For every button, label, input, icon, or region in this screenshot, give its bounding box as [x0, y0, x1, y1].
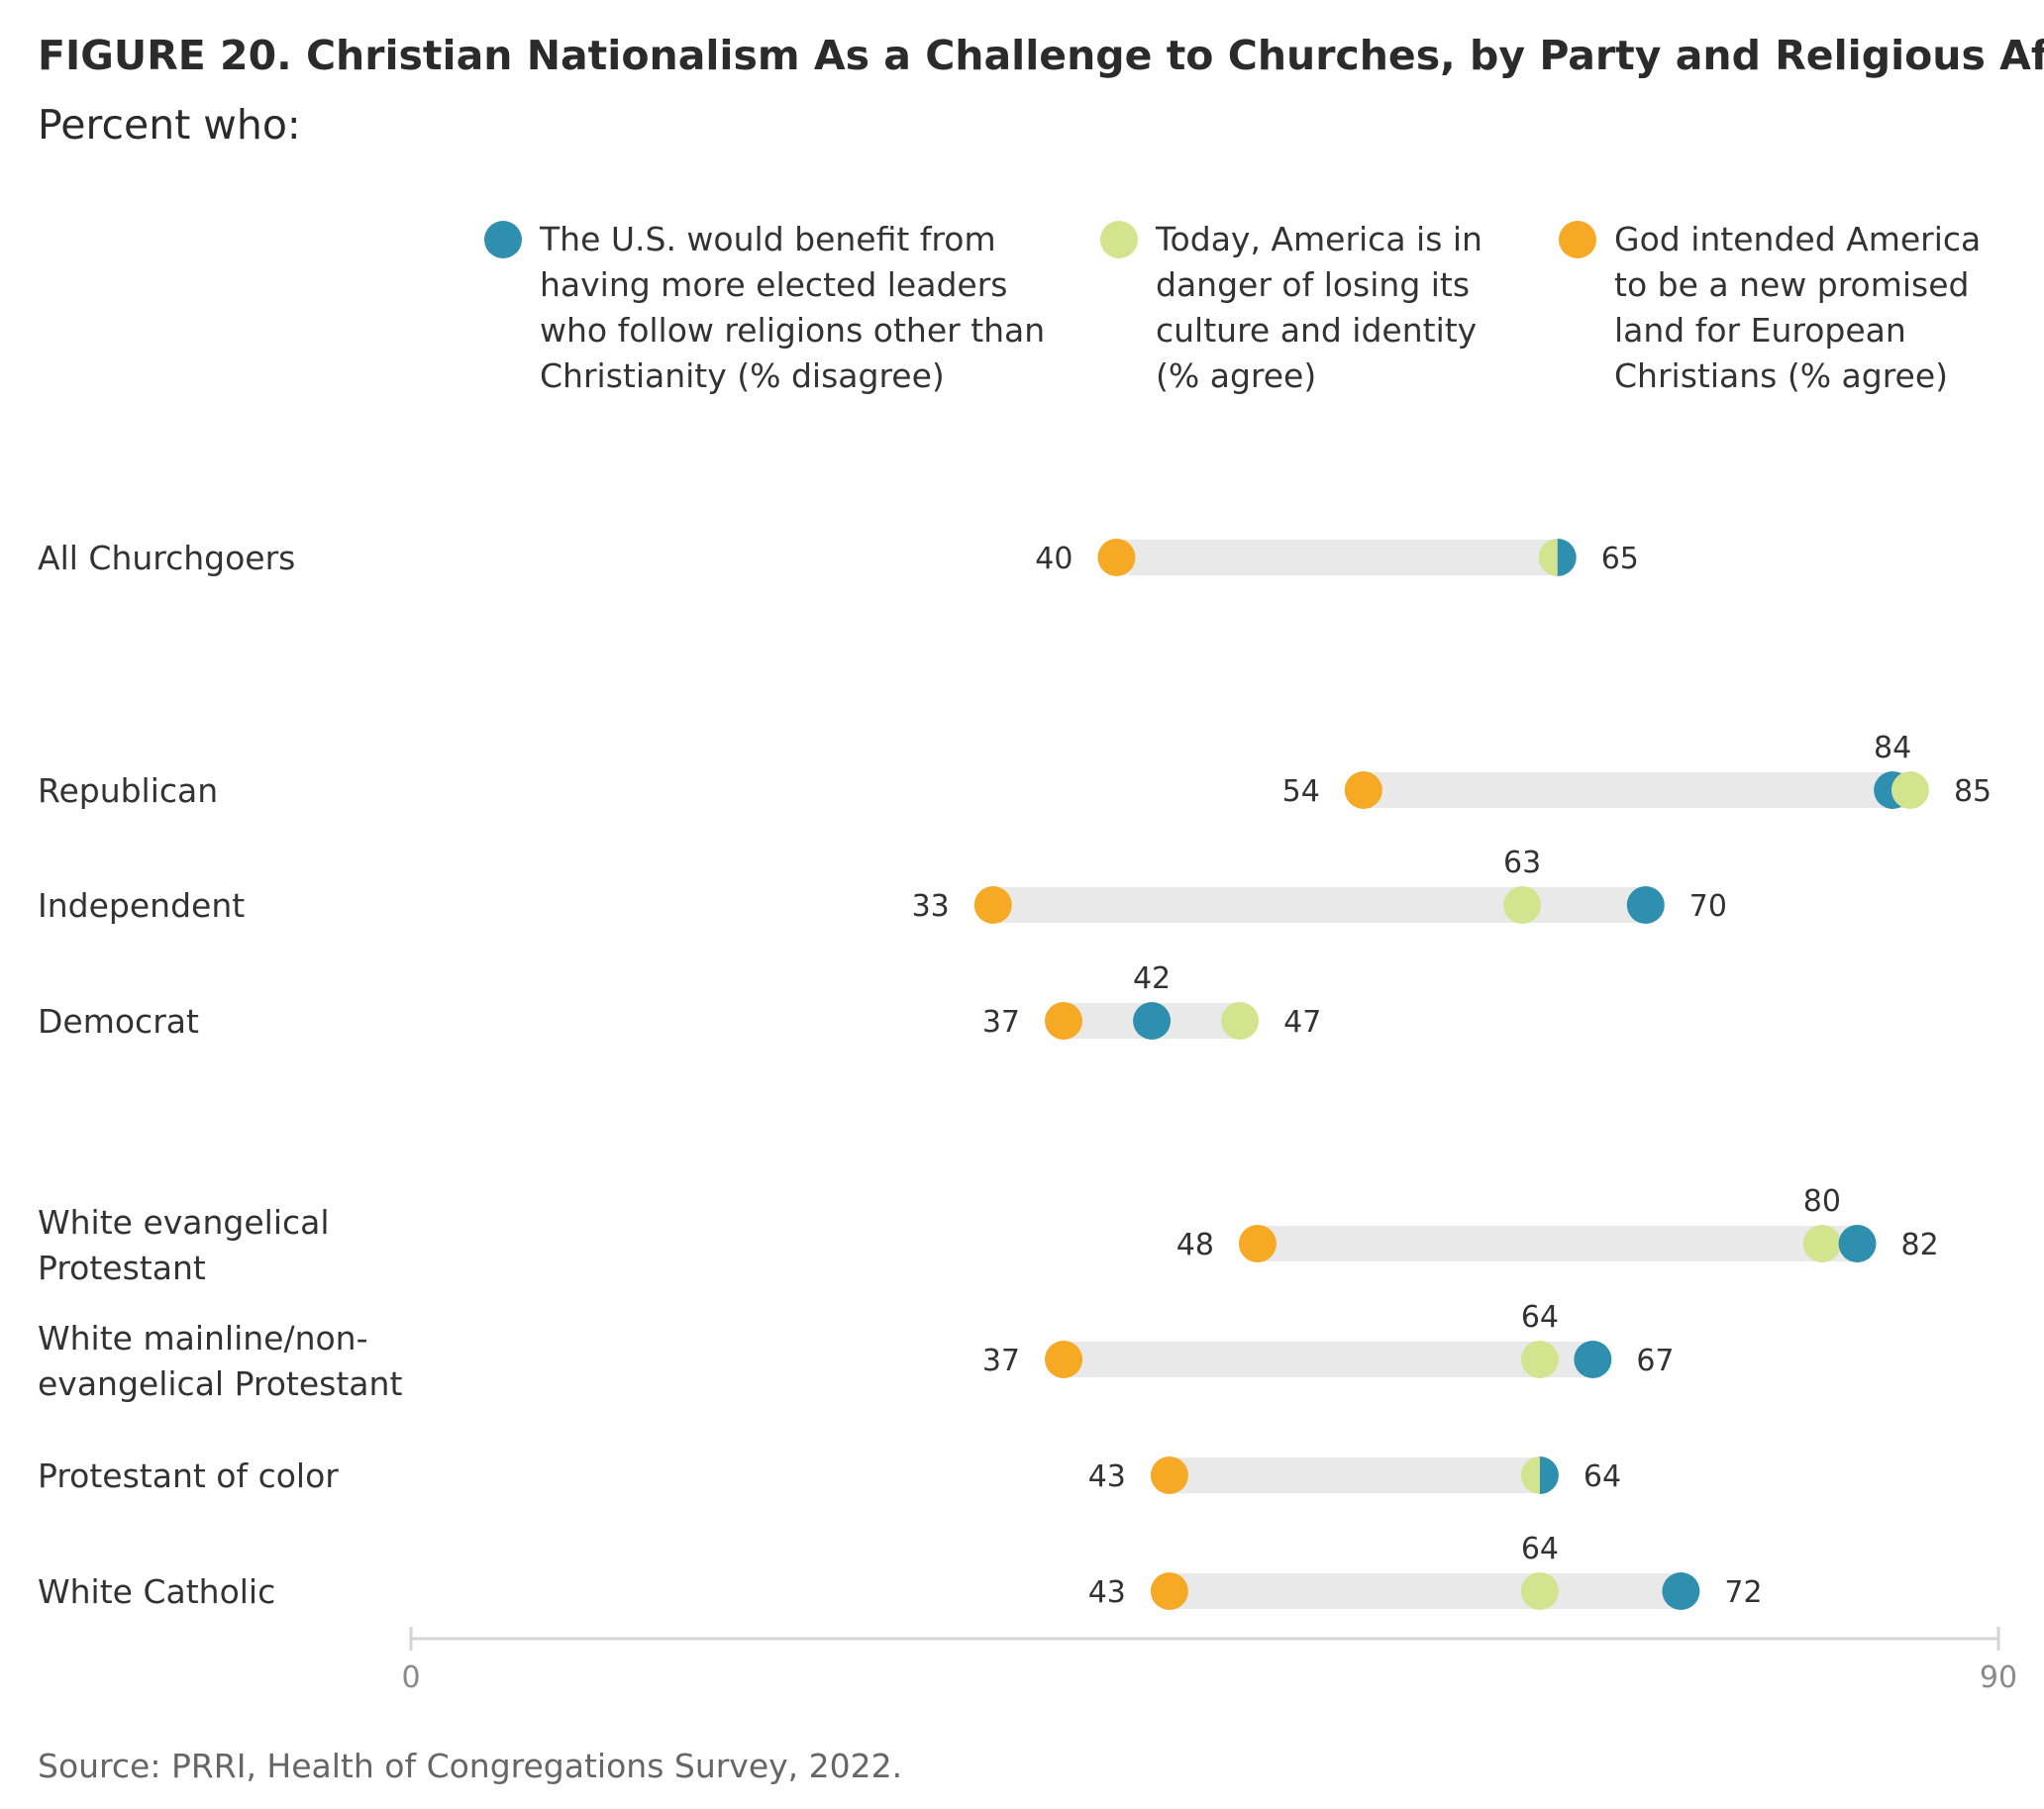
data-label: 64 — [1521, 1532, 1559, 1566]
dot-culture — [1802, 1225, 1841, 1262]
source-note: Source: PRRI, Health of Congregations Su… — [38, 1747, 902, 1785]
category-label: Republican — [38, 771, 218, 810]
dot-leaders — [1626, 886, 1665, 924]
dot-promised — [1045, 1341, 1083, 1378]
dot-promised — [973, 886, 1012, 924]
dot-promised — [1238, 1225, 1277, 1262]
legend-entry-leaders: The U.S. would benefit from having more e… — [539, 220, 1045, 395]
dot-leaders — [1662, 1572, 1700, 1610]
data-label: 47 — [1283, 1005, 1321, 1040]
dot-culture — [1221, 1002, 1260, 1040]
chart-title: FIGURE 20. Christian Nationalism As a Ch… — [38, 32, 2044, 79]
dot-culture — [1520, 1457, 1540, 1494]
data-label: 82 — [1901, 1228, 1939, 1262]
dot-culture — [1503, 886, 1542, 924]
chart-subtitle: Percent who: — [38, 101, 301, 149]
data-label: 65 — [1601, 542, 1639, 576]
category-label: Protestant of color — [38, 1457, 339, 1495]
data-label: 64 — [1521, 1300, 1559, 1335]
tick-label: 90 — [1980, 1660, 2017, 1695]
dot-culture — [1891, 771, 1929, 809]
data-label: 80 — [1803, 1184, 1841, 1219]
legend: The U.S. would benefit from having more e… — [484, 220, 1981, 395]
data-label: 70 — [1689, 889, 1727, 924]
data-label: 37 — [982, 1005, 1020, 1040]
dot-leaders — [1557, 539, 1577, 576]
plot-area: All Churchgoers 40 65 Republican 54 84 85 Indep… — [38, 539, 1992, 1611]
data-label: 72 — [1724, 1575, 1762, 1610]
data-label: 42 — [1133, 961, 1171, 996]
dot-leaders — [1133, 1002, 1172, 1040]
row-6: Protestant of color 43 64 — [38, 1457, 1621, 1495]
dot-promised — [1344, 771, 1382, 809]
row-3: Democrat 37 42 47 — [38, 961, 1321, 1041]
range-bar — [1169, 1573, 1682, 1609]
dot-promised — [1097, 539, 1136, 576]
category-label: White mainline/non-evangelical Protestan… — [38, 1319, 402, 1403]
legend-entry-culture: Today, America is in danger of losing its… — [1155, 220, 1482, 395]
data-label: 85 — [1954, 774, 1992, 809]
range-bar — [1363, 772, 1910, 808]
category-label: Democrat — [38, 1002, 199, 1041]
category-label: Independent — [38, 886, 245, 925]
data-label: 84 — [1874, 731, 1911, 765]
row-2: Independent 33 63 70 — [38, 846, 1727, 925]
dot-promised — [1045, 1002, 1083, 1040]
x-axis: 0 90 — [401, 1627, 2017, 1695]
data-label: 33 — [912, 889, 950, 924]
legend-marker-promised — [1559, 221, 1596, 258]
category-label: White Catholic — [38, 1572, 275, 1611]
dot-promised — [1150, 1572, 1188, 1610]
dot-culture — [1520, 1572, 1559, 1610]
dot-culture — [1520, 1341, 1559, 1378]
data-label: 43 — [1088, 1459, 1126, 1494]
data-label: 54 — [1282, 774, 1320, 809]
data-label: 67 — [1636, 1344, 1674, 1378]
dot-leaders — [1574, 1341, 1612, 1378]
row-5: White mainline/non-evangelical Protestan… — [38, 1300, 1675, 1403]
range-bar — [1116, 540, 1558, 575]
data-label: 63 — [1503, 846, 1541, 880]
category-label: White evangelical Protestant — [38, 1203, 330, 1287]
row-4: White evangelical Protestant 48 80 82 — [38, 1184, 1939, 1287]
range-bar — [992, 887, 1646, 923]
range-bar — [1257, 1226, 1858, 1261]
data-label: 37 — [982, 1344, 1020, 1378]
dot-leaders — [1838, 1225, 1877, 1262]
legend-entry-promised: God intended America to be a new promised… — [1614, 220, 1981, 395]
legend-marker-culture — [1100, 221, 1138, 258]
range-bar — [1064, 1342, 1593, 1377]
row-1: Republican 54 84 85 — [38, 731, 1992, 810]
data-label: 48 — [1176, 1228, 1214, 1262]
data-label: 43 — [1088, 1575, 1126, 1610]
data-label: 40 — [1035, 542, 1073, 576]
row-7: White Catholic 43 64 72 — [38, 1532, 1763, 1611]
category-label: All Churchgoers — [38, 539, 295, 577]
dot-leaders — [1539, 1457, 1559, 1494]
tick-label: 0 — [401, 1660, 420, 1695]
row-0: All Churchgoers 40 65 — [38, 539, 1639, 577]
legend-marker-leaders — [484, 221, 522, 258]
dot-culture — [1538, 539, 1558, 576]
data-label: 64 — [1584, 1459, 1621, 1494]
dot-promised — [1150, 1457, 1188, 1494]
range-bar — [1169, 1457, 1540, 1493]
